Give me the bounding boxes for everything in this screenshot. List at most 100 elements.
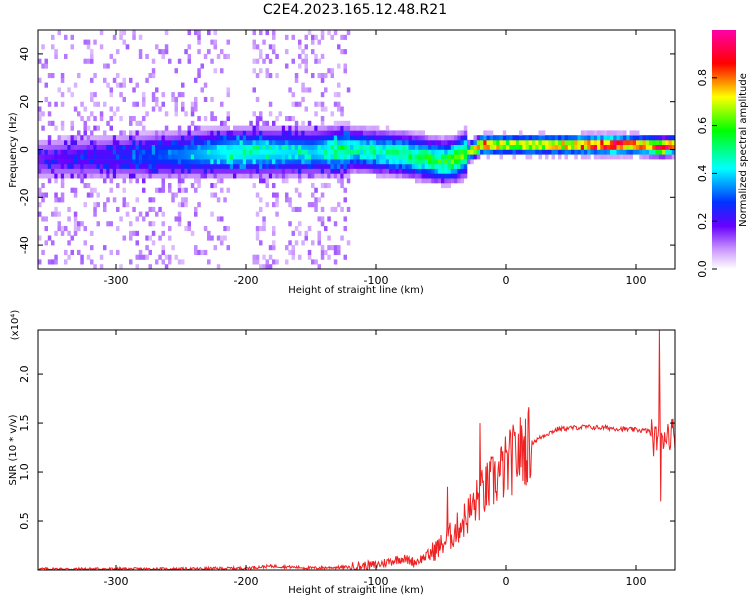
heatmap-cell: [272, 49, 276, 55]
heatmap-cell: [151, 168, 156, 174]
heatmap-cell: [363, 139, 367, 145]
heatmap-cell: [418, 139, 422, 145]
heatmap-cell: [411, 168, 416, 174]
heatmap-cell: [90, 58, 94, 64]
heatmap-cell: [184, 197, 188, 203]
heatmap-cell: [109, 144, 113, 150]
heatmap-cell: [210, 235, 214, 241]
heatmap-cell: [60, 163, 65, 169]
heatmap-cell: [213, 149, 218, 155]
heatmap-cell: [317, 240, 321, 246]
heatmap-cell: [285, 173, 289, 179]
heatmap-cell: [606, 135, 611, 141]
heatmap-cell: [668, 149, 672, 155]
heatmap-cell: [597, 135, 601, 141]
heatmap-cell: [44, 216, 48, 222]
heatmap-cell: [285, 154, 289, 160]
heatmap-cell: [168, 254, 172, 260]
heatmap-cell: [265, 168, 269, 174]
heatmap-cell: [122, 173, 126, 179]
heatmap-cell: [51, 154, 55, 160]
heatmap-cell: [665, 154, 669, 160]
heatmap-cell: [629, 135, 633, 141]
heatmap-cell: [298, 192, 302, 198]
heatmap-cell: [129, 149, 133, 155]
heatmap-cell: [340, 154, 344, 160]
heatmap-cell: [460, 144, 464, 150]
heatmap-cell: [106, 149, 110, 155]
heatmap-cell: [99, 254, 104, 260]
heatmap-cell: [551, 144, 555, 150]
heatmap-cell: [587, 154, 591, 160]
heatmap-cell: [304, 34, 308, 40]
heatmap-cell: [213, 44, 218, 50]
heatmap-cell: [450, 173, 455, 179]
heatmap-cell: [444, 159, 448, 165]
heatmap-cell: [324, 144, 328, 150]
heatmap-cell: [86, 58, 91, 64]
heatmap-cell: [112, 34, 117, 40]
heatmap-cell: [259, 154, 263, 160]
heatmap-cell: [181, 259, 185, 265]
heatmap-cell: [255, 259, 260, 265]
heatmap-cell: [301, 125, 305, 131]
heatmap-cell: [346, 30, 351, 36]
heatmap-cell: [314, 111, 318, 117]
heatmap-cell: [44, 163, 48, 169]
heatmap-cell: [473, 135, 477, 141]
heatmap-cell: [320, 192, 325, 198]
heatmap-cell: [418, 144, 422, 150]
heatmap-cell: [649, 144, 653, 150]
heatmap-cell: [145, 254, 149, 260]
heatmap-cell: [242, 149, 247, 155]
heatmap-cell: [447, 135, 451, 141]
heatmap-cell: [606, 149, 611, 155]
heatmap-cell: [83, 139, 87, 145]
heatmap-cell: [83, 58, 87, 64]
heatmap-cell: [223, 159, 227, 165]
heatmap-cell: [132, 139, 136, 145]
heatmap-cell: [125, 154, 130, 160]
heatmap-cell: [145, 77, 149, 83]
heatmap-cell: [86, 144, 91, 150]
heatmap-cell: [174, 149, 178, 155]
heatmap-cell: [525, 154, 529, 160]
heatmap-cell: [467, 144, 471, 150]
heatmap-cell: [142, 163, 146, 169]
heatmap-cell: [47, 149, 52, 155]
heatmap-cell: [317, 159, 321, 165]
heatmap-cell: [77, 149, 81, 155]
heatmap-cell: [174, 130, 178, 136]
heatmap-cell: [519, 139, 523, 145]
heatmap-cell: [51, 168, 55, 174]
heatmap-cell: [255, 226, 260, 232]
heatmap-cell: [249, 144, 253, 150]
heatmap-cell: [64, 259, 68, 265]
heatmap-cell: [489, 139, 494, 145]
heatmap-cell: [272, 120, 276, 126]
heatmap-cell: [54, 168, 58, 174]
heatmap-cell: [60, 159, 65, 165]
heatmap-cell: [109, 159, 113, 165]
heatmap-cell: [402, 173, 406, 179]
heatmap-cell: [512, 139, 516, 145]
heatmap-cell: [486, 149, 490, 155]
heatmap-cell: [363, 144, 367, 150]
heatmap-cell: [382, 168, 386, 174]
heatmap-cell: [226, 53, 230, 59]
heatmap-cell: [155, 135, 159, 141]
heatmap-cell: [70, 44, 74, 50]
heatmap-cell: [51, 44, 55, 50]
snr-plot-area: [38, 330, 675, 570]
heatmap-cell: [236, 159, 240, 165]
heatmap-cell: [103, 178, 107, 184]
heatmap-cell: [333, 249, 338, 255]
heatmap-cell: [99, 154, 104, 160]
heatmap-cell: [60, 125, 65, 131]
heatmap-cell: [320, 120, 325, 126]
heatmap-cell: [298, 173, 302, 179]
heatmap-cell: [307, 159, 312, 165]
heatmap-cell: [148, 73, 152, 79]
heatmap-cell: [415, 154, 419, 160]
heatmap-cell: [129, 120, 133, 126]
